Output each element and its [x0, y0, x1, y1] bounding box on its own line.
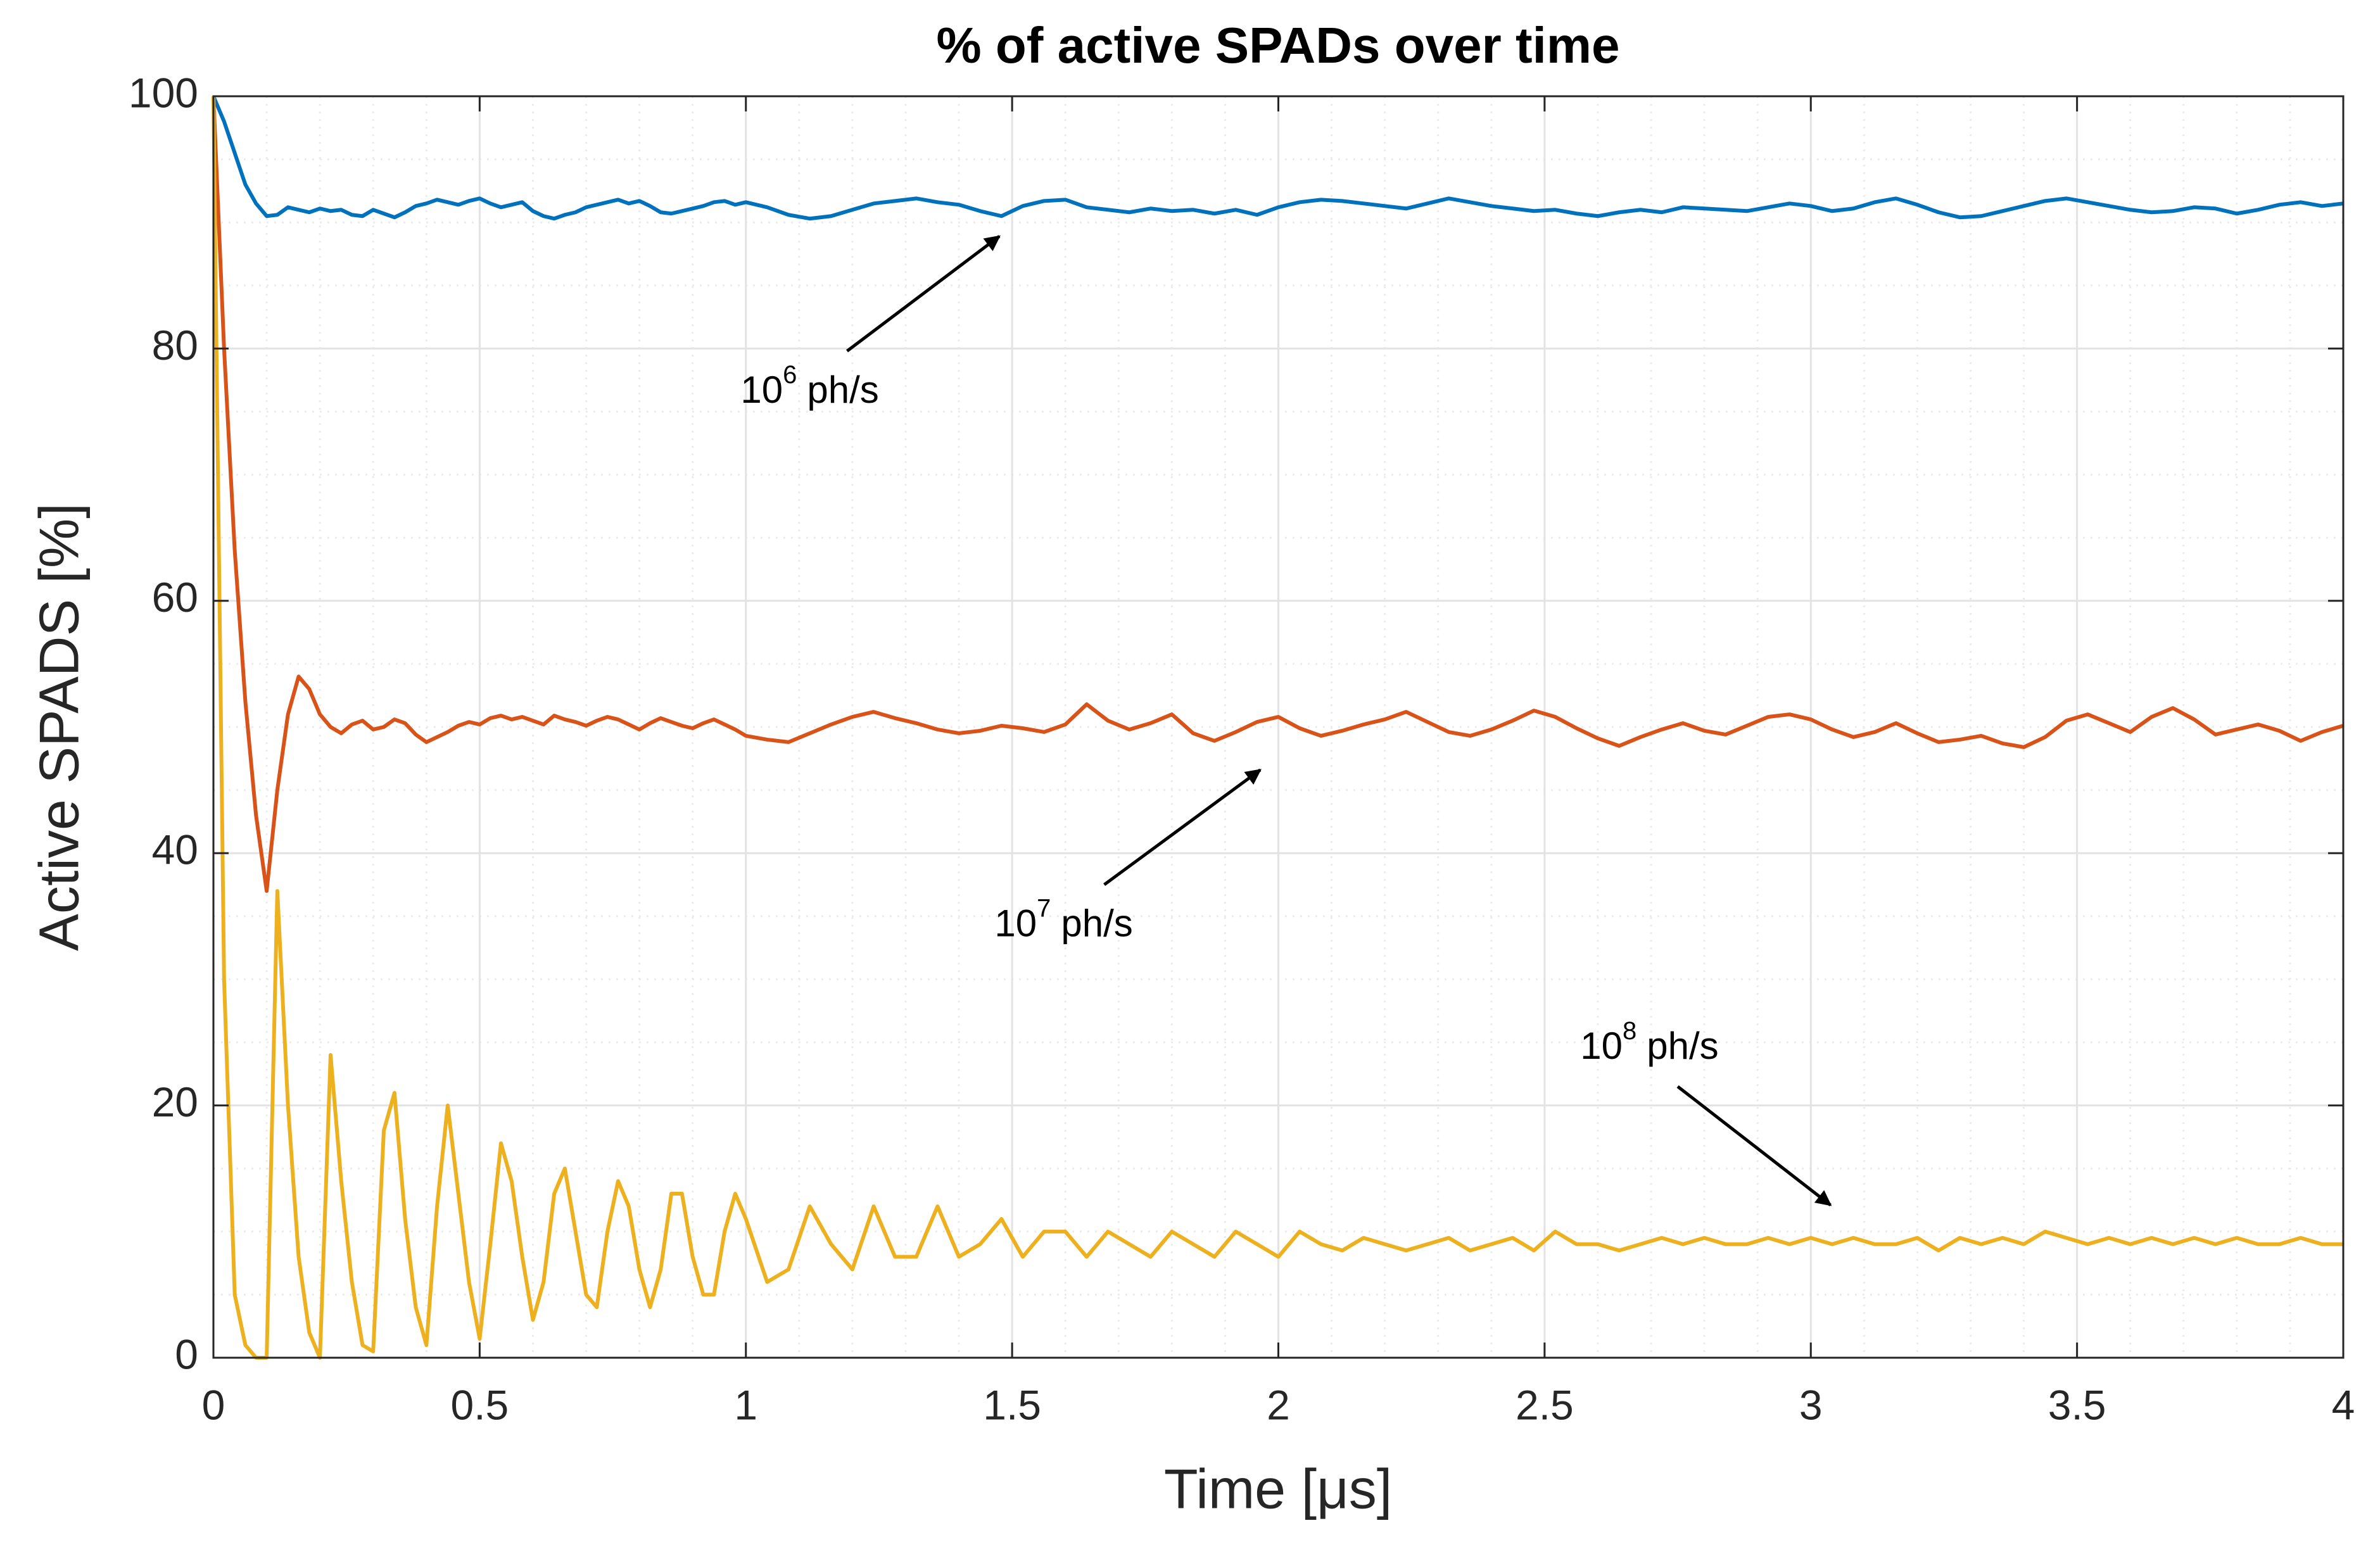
x-tick-label: 0.5	[451, 1381, 509, 1428]
data-line	[212, 95, 2344, 221]
y-axis-label: Active SPADS [%]	[27, 503, 90, 951]
grid	[212, 95, 2345, 1359]
annotation-unit: ph/s	[1647, 1025, 1718, 1067]
annotation-unit: ph/s	[807, 369, 878, 411]
y-tick-label: 40	[152, 826, 198, 873]
plot-frame	[212, 95, 2345, 1359]
annotation-base: 10	[994, 902, 1037, 945]
annotation-arrow	[1676, 1085, 1832, 1206]
y-tick-label: 0	[175, 1330, 198, 1377]
annotation-label: 107 ph/s	[994, 894, 1132, 944]
x-tick-label: 1.5	[983, 1381, 1041, 1428]
annotation-exponent: 7	[1037, 894, 1051, 922]
annotation-arrow	[845, 235, 1001, 353]
x-tick-label: 3.5	[2048, 1381, 2106, 1428]
x-tick-label: 2	[1267, 1381, 1290, 1428]
annotation-exponent: 8	[1623, 1017, 1636, 1045]
x-tick-label: 0	[202, 1381, 225, 1428]
annotation-base: 10	[1580, 1025, 1623, 1067]
annotation-exponent: 6	[783, 361, 797, 389]
x-tick-label: 2.5	[1516, 1381, 1574, 1428]
y-tick-label: 80	[152, 322, 198, 369]
annotation-base: 10	[740, 369, 783, 411]
x-axis-label: Time [μs]	[1164, 1457, 1392, 1520]
y-tick-label: 60	[152, 574, 198, 621]
annotation-unit: ph/s	[1061, 902, 1132, 945]
y-tick-label: 20	[152, 1078, 198, 1125]
x-tick-label: 1	[734, 1381, 757, 1428]
data-line	[212, 96, 2343, 1360]
annotation-label: 108 ph/s	[1580, 1017, 1718, 1067]
plot-lines	[212, 95, 2344, 1360]
annotation-arrow	[1103, 768, 1262, 887]
y-tick-label: 100	[129, 69, 198, 116]
data-line	[212, 96, 2344, 893]
x-tick-label: 4	[2332, 1381, 2355, 1428]
chart-title: % of active SPADs over time	[937, 17, 1620, 73]
x-tick-label: 3	[1799, 1381, 1823, 1428]
annotation-label: 106 ph/s	[740, 361, 878, 411]
